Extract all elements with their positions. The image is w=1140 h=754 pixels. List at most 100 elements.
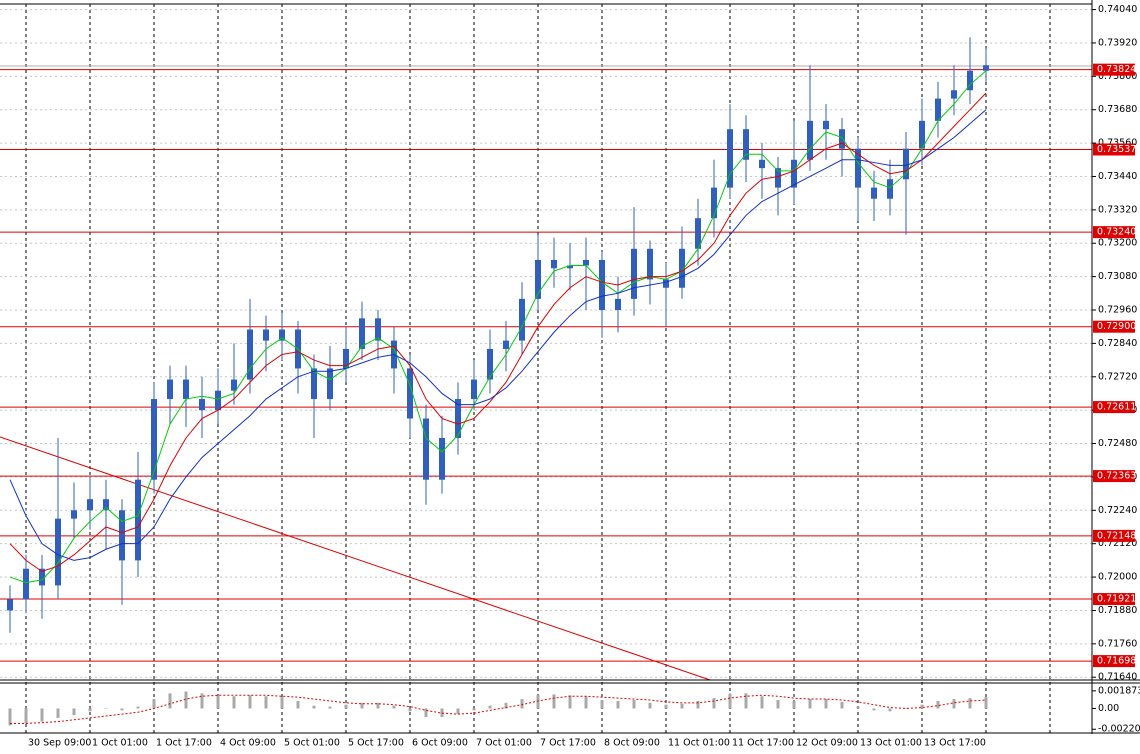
- candle-body: [935, 98, 941, 121]
- candle-body: [855, 148, 861, 188]
- oscillator-bar: [280, 697, 284, 709]
- candle-body: [375, 318, 381, 341]
- oscillator-bar: [184, 691, 188, 709]
- y-tick-label: 0.72120: [1098, 538, 1137, 549]
- oscillator-bar: [136, 706, 140, 709]
- oscillator-bar: [904, 708, 908, 709]
- candle-body: [615, 298, 621, 311]
- candle-body: [583, 259, 589, 266]
- y-tick-label: 0.72960: [1098, 305, 1137, 316]
- oscillator-bar: [696, 700, 700, 709]
- trend-line: [0, 436, 711, 680]
- oscillator-bar: [104, 708, 108, 709]
- level-label: 0.73537: [1097, 144, 1136, 155]
- candle-body: [535, 259, 541, 299]
- candle-body: [359, 318, 365, 349]
- oscillator-bar: [760, 696, 764, 709]
- level-box: [1093, 401, 1135, 414]
- oscillator-bar: [248, 695, 252, 709]
- candle-body: [343, 348, 349, 369]
- level-label: 0.73240: [1097, 227, 1136, 238]
- oscillator-bar: [440, 708, 444, 717]
- oscillator-bar: [504, 702, 508, 709]
- candle-body: [135, 479, 141, 561]
- candle-body: [775, 168, 781, 188]
- oscillator-bar: [968, 698, 972, 709]
- y-tick-label: 0.72480: [1098, 438, 1137, 449]
- oscillator-bar: [264, 696, 268, 709]
- candle-body: [647, 248, 653, 280]
- candle-body: [487, 348, 493, 380]
- candle-body: [311, 368, 317, 400]
- oscillator-bar: [8, 708, 12, 726]
- oscillator-bar: [792, 700, 796, 709]
- x-tick-label: 30 Sep 09:00: [28, 738, 91, 749]
- oscillator-bar: [456, 708, 460, 715]
- oscillator-bar: [232, 696, 236, 709]
- moving-average: [9, 70, 987, 584]
- oscillator-bar: [216, 695, 220, 709]
- candle-body: [919, 120, 925, 149]
- x-tick-label: 1 Oct 17:00: [156, 738, 212, 749]
- y-tick-label: 0.72240: [1098, 505, 1137, 516]
- candle-body: [503, 340, 509, 349]
- y-tick-label: 0.72720: [1098, 371, 1137, 382]
- oscillator-bar: [312, 705, 316, 709]
- level-box: [1093, 470, 1135, 483]
- candle-body: [727, 129, 733, 188]
- candle-body: [87, 499, 93, 511]
- candle-body: [807, 120, 813, 160]
- candle-body: [151, 399, 157, 480]
- levels: [0, 69, 1092, 662]
- oscillator-bar: [664, 704, 668, 709]
- y-tick-label: 0.73920: [1098, 37, 1137, 48]
- y-tick-label: 0.73800: [1098, 71, 1137, 82]
- level-box: [1093, 529, 1135, 542]
- candle-body: [743, 129, 749, 160]
- oscillator-bar: [984, 697, 988, 709]
- level-box: [1093, 655, 1135, 668]
- oscillator-bar: [488, 705, 492, 709]
- candle-body: [167, 379, 173, 400]
- x-tick-label: 11 Oct 17:00: [732, 738, 794, 749]
- x-tick-label: 7 Oct 01:00: [476, 738, 532, 749]
- oscillator-bar: [936, 700, 940, 709]
- y-tick-label: 0.73320: [1098, 204, 1137, 215]
- oscillator-bar: [40, 708, 44, 722]
- moving-average: [9, 92, 987, 573]
- y-tick-label: 0.71760: [1098, 638, 1137, 649]
- oscillator-pane: [8, 691, 988, 726]
- oscillator-bar: [200, 693, 204, 709]
- level-label: 0.72363: [1097, 471, 1136, 482]
- oscillator-bar: [712, 698, 716, 709]
- oscillator-bar: [120, 708, 124, 711]
- x-tick-label: 4 Oct 09:00: [220, 738, 276, 749]
- oscillator-bar: [600, 700, 604, 709]
- candle-body: [839, 129, 845, 149]
- candle-body: [55, 518, 61, 586]
- moving-average: [9, 109, 987, 561]
- oscillator-bar: [536, 695, 540, 709]
- x-tick-label: 5 Oct 01:00: [284, 738, 340, 749]
- x-tick-label: 6 Oct 09:00: [412, 738, 468, 749]
- oscillator-signal: [10, 694, 987, 725]
- candle-body: [71, 510, 77, 519]
- candle-body: [471, 379, 477, 400]
- candle-body: [263, 329, 269, 341]
- oscillator-bar: [840, 701, 844, 709]
- oscillator-bar: [328, 706, 332, 709]
- candle-body: [7, 599, 13, 611]
- pane-y-tick-label: -0.002207: [1098, 724, 1140, 735]
- candle-body: [439, 437, 445, 480]
- candle-body: [903, 148, 909, 180]
- x-tick-label: 13 Oct 01:00: [860, 738, 922, 749]
- level-label: 0.73824: [1097, 64, 1136, 75]
- candle-body: [39, 568, 45, 586]
- candle-body: [759, 159, 765, 169]
- level-label: 0.72611: [1097, 402, 1136, 413]
- oscillator-bar: [616, 700, 620, 709]
- candle-body: [551, 259, 557, 269]
- marks: [7, 37, 989, 633]
- oscillator-bar: [776, 700, 780, 709]
